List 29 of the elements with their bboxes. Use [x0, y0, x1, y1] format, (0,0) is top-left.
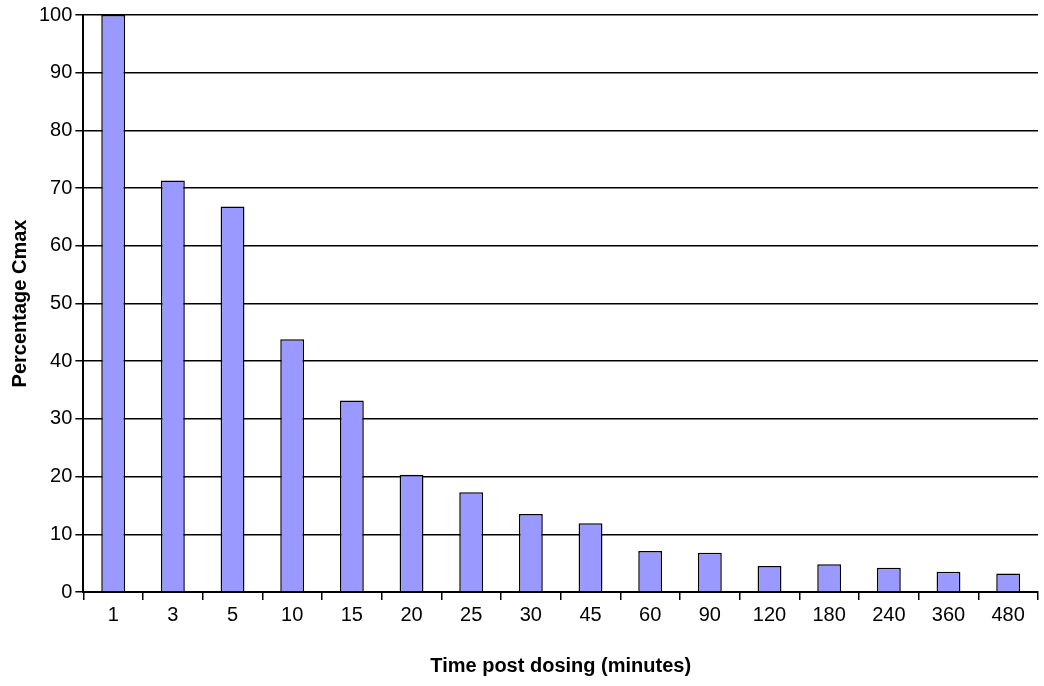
x-tick-label: 90	[698, 602, 721, 625]
y-tick-label: 60	[50, 233, 73, 256]
x-tick-label: 5	[226, 602, 239, 625]
y-tick-label: 20	[50, 464, 73, 487]
y-tick-label: 0	[61, 579, 73, 602]
x-tick-label: 120	[752, 602, 787, 625]
y-tick-label: 40	[50, 348, 73, 371]
y-tick-label: 30	[50, 406, 73, 429]
x-tick-label: 3	[167, 602, 179, 625]
y-tick-label: 50	[50, 291, 73, 314]
x-tick-label: 1	[107, 602, 119, 625]
x-tick-label: 60	[639, 602, 662, 625]
x-tick-label: 360	[931, 602, 966, 625]
x-tick-label: 480	[991, 602, 1025, 625]
y-tick-label: 70	[50, 175, 73, 198]
x-tick-label: 45	[579, 602, 602, 625]
x-axis-title: Time post dosing (minutes)	[430, 653, 692, 676]
y-tick-label: 100	[38, 2, 73, 25]
x-tick-label: 25	[460, 602, 483, 625]
x-tick-label: 180	[812, 602, 846, 625]
x-tick-label: 30	[519, 602, 542, 625]
x-tick-label: 10	[281, 602, 304, 625]
y-tick-label: 10	[50, 521, 73, 544]
y-tick-label: 90	[50, 60, 73, 83]
y-tick-label: 80	[50, 117, 73, 140]
y-axis-title: Percentage Cmax	[7, 219, 30, 388]
x-tick-label: 20	[400, 602, 423, 625]
x-tick-label: 15	[340, 602, 363, 625]
x-tick-label: 240	[872, 602, 906, 625]
